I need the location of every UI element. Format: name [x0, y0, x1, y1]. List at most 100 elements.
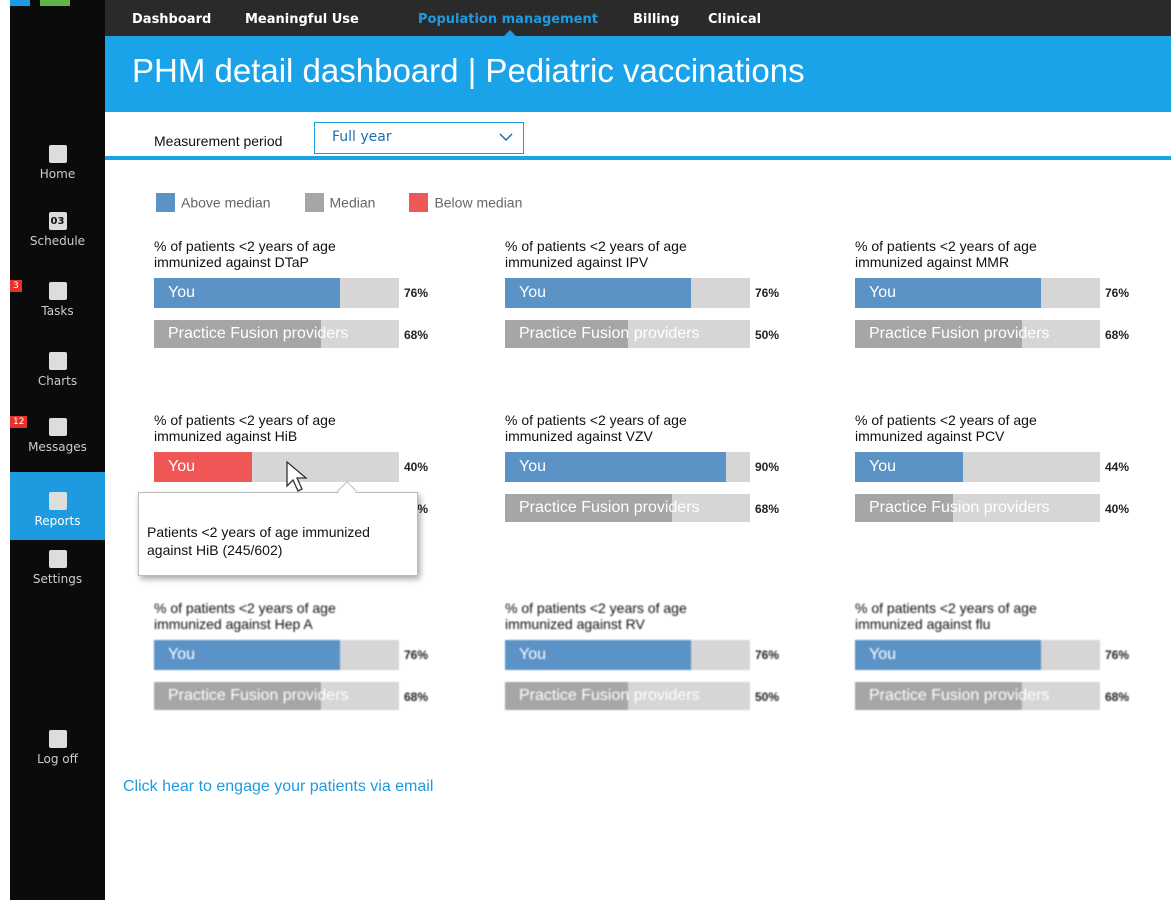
bar-name: You — [168, 458, 195, 475]
filter-row — [105, 112, 1171, 160]
sidebar-label: Reports — [34, 514, 81, 528]
value-label: 76% — [755, 648, 780, 662]
bar — [855, 682, 1022, 710]
sidebar-item[interactable]: Reports — [10, 472, 105, 540]
bar-track: You — [505, 278, 750, 308]
sidebar-item[interactable]: Home — [10, 145, 105, 205]
sidebar-item[interactable]: Charts — [10, 352, 105, 412]
value-label: 90% — [755, 460, 780, 474]
sidebar-item[interactable]: 03 Schedule — [10, 212, 105, 272]
metric-panel: % of patients <2 years of age immunized … — [855, 238, 1155, 358]
logoff-icon — [48, 730, 67, 748]
metric-panel: % of patients <2 years of age immunized … — [855, 600, 1155, 720]
value-label: 44% — [1105, 460, 1130, 474]
bar — [154, 682, 321, 710]
bar-name: You — [168, 284, 195, 301]
bar — [505, 494, 672, 522]
bar — [154, 278, 341, 308]
metric-panel: % of patients <2 years of age immunized … — [154, 238, 454, 358]
sidebar-label: Charts — [37, 374, 78, 388]
legend-item: Below median — [409, 193, 522, 212]
nav-tab[interactable]: Population management — [418, 12, 598, 27]
header-band — [105, 36, 1171, 112]
page-title: PHM detail dashboard | Pediatric vaccina… — [132, 52, 805, 89]
sidebar-icon — [48, 492, 67, 510]
bar-name: Practice Fusion providers — [519, 325, 700, 342]
panel-title: % of patients <2 years of age immunized … — [855, 238, 1037, 270]
period-dropdown[interactable]: Full year — [314, 122, 524, 154]
nav-tab[interactable]: Dashboard — [132, 12, 212, 27]
value-label: 40% — [1105, 502, 1130, 516]
value-label: 50% — [755, 328, 780, 342]
value-label: 68% — [755, 502, 780, 516]
sidebar-label: Home — [39, 167, 76, 181]
bar-name: You — [869, 646, 896, 663]
sidebar-item[interactable]: Tasks 3 — [10, 280, 105, 342]
bar-name: Practice Fusion providers — [519, 687, 700, 704]
panel-title: % of patients <2 years of age immunized … — [855, 600, 1037, 632]
sidebar-label: Tasks — [41, 304, 74, 318]
bar-track: You — [154, 278, 399, 308]
bar-track: Practice Fusion providers — [154, 682, 399, 710]
value-label: 68% — [404, 690, 429, 704]
bar-track: Practice Fusion providers — [855, 494, 1100, 522]
legend-label: Median — [329, 194, 376, 211]
bar-track: Practice Fusion providers — [505, 682, 750, 710]
bar-track: Practice Fusion providers — [855, 320, 1100, 348]
bar-track: You — [154, 452, 399, 482]
logo — [10, 0, 30, 6]
nav-tab[interactable]: Clinical — [708, 12, 762, 27]
bar — [505, 278, 692, 308]
bar-name: Practice Fusion providers — [869, 687, 1050, 704]
nav-tab[interactable]: Billing — [633, 12, 680, 27]
sidebar-icon: 03 — [48, 212, 67, 230]
bar-track: Practice Fusion providers — [855, 682, 1100, 710]
value-label: 76% — [1105, 286, 1130, 300]
value-label: 68% — [1105, 690, 1130, 704]
bar-track: Practice Fusion providers — [154, 320, 399, 348]
sidebar-badge: 3 — [10, 280, 22, 292]
bar-name: Practice Fusion providers — [168, 325, 349, 342]
metric-panel: % of patients <2 years of age immunized … — [505, 600, 805, 720]
value-label: 76% — [404, 286, 429, 300]
panel-title: % of patients <2 years of age immunized … — [505, 600, 687, 632]
bar — [855, 320, 1022, 348]
value-label: 40% — [404, 460, 429, 474]
bar — [154, 320, 321, 348]
bar-track: You — [154, 640, 399, 670]
value-label: 76% — [404, 648, 429, 662]
legend: Above median Median Below median — [156, 193, 556, 213]
sidebar-item[interactable]: Messages 12 — [10, 416, 105, 478]
bar — [505, 640, 692, 670]
dropdown-value: Full year — [332, 129, 392, 145]
value-label: 76% — [755, 286, 780, 300]
email-link[interactable]: Click hear to engage your patients via e… — [123, 778, 434, 795]
sidebar-icon — [48, 282, 67, 300]
bar — [154, 452, 252, 482]
logo — [40, 0, 70, 6]
bar-track: You — [855, 640, 1100, 670]
metric-panel: % of patients <2 years of age immunized … — [505, 238, 805, 358]
value-label: 76% — [1105, 648, 1130, 662]
bar-track: You — [855, 278, 1100, 308]
sidebar-label: Settings — [32, 572, 83, 586]
tooltip: Patients <2 years of age immunized again… — [138, 492, 418, 576]
bar-name: You — [168, 646, 195, 663]
bar-name: You — [519, 458, 546, 475]
sidebar-item[interactable]: Settings — [10, 550, 105, 610]
cursor — [286, 460, 308, 492]
sidebar-label: Messages — [28, 440, 87, 454]
logoff[interactable]: Log off — [10, 730, 105, 780]
panel-title: % of patients <2 years of age immunized … — [505, 238, 687, 270]
legend-label: Below median — [434, 194, 523, 211]
nav-tab[interactable]: Meaningful Use — [245, 12, 359, 27]
logoff-label: Log off — [37, 752, 78, 766]
panel-title: % of patients <2 years of age immunized … — [505, 412, 687, 444]
legend-item: Median — [304, 193, 376, 212]
bar-name: Practice Fusion providers — [519, 499, 700, 516]
panel-title: % of patients <2 years of age immunized … — [855, 412, 1037, 444]
bar-track: Practice Fusion providers — [505, 320, 750, 348]
bar-name: You — [869, 458, 896, 475]
bar-name: You — [869, 284, 896, 301]
sidebar-icon — [48, 550, 67, 568]
